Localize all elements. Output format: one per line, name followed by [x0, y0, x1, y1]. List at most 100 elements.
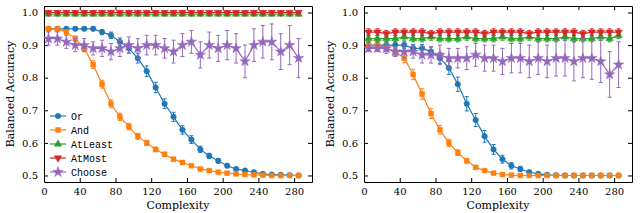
error-bar [474, 166, 478, 169]
marker [579, 32, 586, 38]
error-bar-cap [438, 64, 442, 65]
x-tick-top [187, 6, 188, 10]
error-bar-cap [617, 41, 621, 42]
y-tick-right [628, 13, 632, 14]
error-bar-cap [207, 32, 211, 33]
error-bar-cap [581, 30, 585, 31]
error-bar-cap [420, 44, 424, 45]
marker [580, 173, 585, 178]
y-tick-mark [364, 175, 368, 176]
x-tick-label: 0 [361, 186, 367, 197]
error-bar-cap [465, 69, 469, 70]
error-bar-cap [109, 43, 113, 44]
error-bar-cap [154, 35, 158, 36]
marker [426, 49, 436, 59]
y-tick-right [308, 175, 312, 176]
error-bar-cap [109, 59, 113, 60]
error-bar-cap [145, 35, 149, 36]
frame-top [45, 6, 313, 7]
y-tick-label: 0.8 [342, 72, 358, 83]
x-tick-top [543, 6, 544, 10]
y-tick-mark [308, 45, 312, 46]
error-bar-cap [492, 45, 496, 46]
marker [545, 173, 550, 178]
series [364, 37, 624, 97]
x-tick-label: 280 [285, 186, 304, 197]
error-bar-cap [563, 40, 567, 41]
marker [479, 53, 489, 63]
marker [98, 10, 105, 16]
error-bar-cap [500, 28, 504, 29]
x-tick-label: 200 [534, 186, 553, 197]
marker [526, 32, 533, 38]
marker [411, 72, 416, 77]
error-bar [216, 159, 220, 164]
error-bar-cap [64, 48, 68, 49]
marker [615, 30, 622, 36]
marker [563, 173, 568, 178]
marker [536, 173, 541, 178]
marker [607, 173, 612, 178]
marker [80, 10, 87, 16]
marker [135, 134, 140, 139]
error-bar-cap [429, 30, 433, 31]
error-bar-cap [100, 88, 104, 89]
marker [364, 43, 374, 53]
marker [508, 30, 515, 36]
error-bar-cap [465, 110, 469, 111]
marker [286, 10, 293, 16]
legend-marker [54, 156, 61, 162]
error-bar-cap [420, 99, 424, 100]
error-bar-cap [411, 69, 415, 70]
series-line [368, 45, 618, 175]
error-bar-cap [109, 99, 113, 100]
y-tick-mark [364, 13, 368, 14]
error-bar-cap [384, 30, 388, 31]
error-bar [500, 155, 504, 163]
marker [562, 173, 568, 179]
x-tick-top [507, 6, 508, 10]
marker [108, 33, 114, 39]
marker [500, 156, 506, 162]
error-bar [492, 145, 496, 155]
marker [455, 150, 460, 155]
error-bar [225, 164, 229, 168]
error-bar-cap [100, 56, 104, 57]
error-bar-cap [617, 87, 621, 88]
y-tick-mark [628, 110, 632, 111]
x-tick: 120 [462, 178, 481, 197]
marker [73, 26, 79, 32]
marker [589, 173, 594, 178]
marker [390, 46, 400, 56]
y-tick-right [308, 45, 312, 46]
marker [417, 49, 427, 59]
error-bar-cap [411, 28, 415, 29]
marker [224, 163, 230, 169]
marker [63, 10, 70, 16]
x-tick-label: 80 [110, 186, 123, 197]
marker [124, 40, 134, 50]
error-bar-cap [599, 40, 603, 41]
error-bar [118, 113, 122, 120]
y-axis: 0.50.60.70.80.91.0 [22, 7, 48, 183]
marker [409, 30, 416, 36]
marker [195, 49, 205, 59]
y-tick-mark [308, 175, 312, 176]
error-bar-cap [572, 41, 576, 42]
legend-marker [55, 113, 61, 119]
marker [109, 101, 114, 106]
series [46, 26, 301, 178]
marker [435, 49, 445, 59]
error-bar [64, 30, 68, 34]
error-bar-cap [483, 41, 487, 42]
marker [141, 40, 151, 50]
error-bar-cap [617, 38, 621, 39]
marker [179, 10, 186, 16]
error-bar-cap [46, 45, 50, 46]
error-bar-cap [118, 37, 122, 38]
error-bar [100, 80, 104, 88]
error-bar-cap [465, 96, 469, 97]
marker [222, 40, 232, 50]
error-bar-cap [198, 41, 202, 42]
x-tick-mark [614, 178, 615, 182]
